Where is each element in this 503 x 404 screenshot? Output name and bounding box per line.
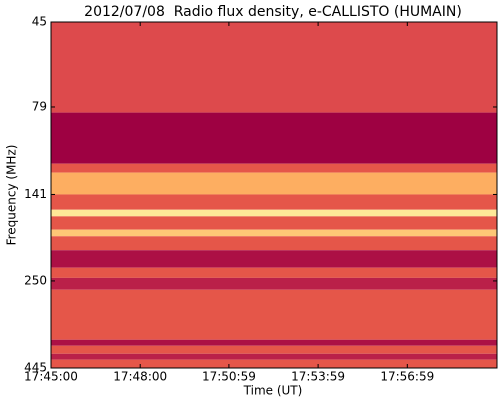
spectrum-band xyxy=(51,229,497,237)
y-tick-label: 250 xyxy=(24,273,47,287)
spectrum-band xyxy=(51,194,497,210)
spectrum-band xyxy=(51,163,497,173)
spectrum-band xyxy=(51,353,497,360)
x-tick-label: 17:53:59 xyxy=(291,370,345,384)
x-tick-label: 17:56:59 xyxy=(380,370,434,384)
x-tick-label: 17:45:00 xyxy=(24,370,78,384)
spectrum-band xyxy=(51,359,497,368)
chart-title: 2012/07/08 Radio flux density, e-CALLIST… xyxy=(84,4,462,20)
spectrum-band xyxy=(51,277,497,290)
spectrum-band xyxy=(51,209,497,217)
plot-area xyxy=(51,22,497,368)
spectrum-band xyxy=(51,289,497,340)
x-tick-label: 17:50:59 xyxy=(202,370,256,384)
spectrum-band xyxy=(51,345,497,354)
spectrum-band xyxy=(51,22,497,113)
spectrum-band xyxy=(51,250,497,268)
y-tick-label: 45 xyxy=(32,15,47,29)
spectrum-band xyxy=(51,236,497,251)
spectrum-band xyxy=(51,112,497,164)
spectrum-band xyxy=(51,339,497,346)
y-tick-label: 445 xyxy=(24,361,47,375)
plot-frame xyxy=(50,21,498,369)
x-axis-label: Time (UT) xyxy=(243,384,303,398)
spectrum-band xyxy=(51,267,497,278)
spectrum-band xyxy=(51,172,497,195)
y-tick-label: 141 xyxy=(24,187,47,201)
y-tick-label: 79 xyxy=(32,99,47,113)
spectrum-band xyxy=(51,216,497,230)
y-axis-label: Frequency (MHz) xyxy=(5,145,19,246)
x-tick-label: 17:48:00 xyxy=(113,370,167,384)
